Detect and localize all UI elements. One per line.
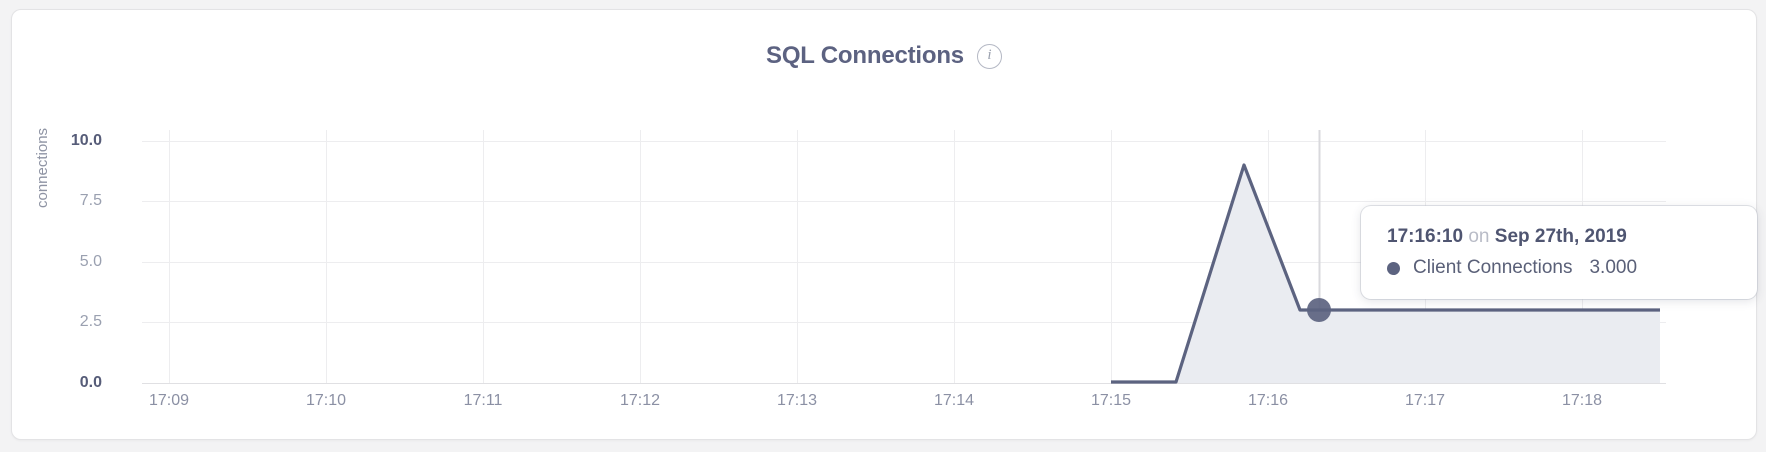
y-axis-tick-0: 0.0 <box>79 374 102 391</box>
series-line-client-connections <box>1111 163 1660 384</box>
info-circle-icon[interactable]: i <box>976 43 1002 69</box>
tooltip-date-value: Sep 27th, 2019 <box>1494 226 1627 247</box>
x-axis-tick-1712: 17:12 <box>619 392 661 409</box>
series-color-swatch-icon <box>1387 261 1400 275</box>
tooltip-series-value: 3.000 <box>1589 257 1638 278</box>
y-axis-tick-2-5: 2.5 <box>79 313 102 330</box>
sql-connections-chart-card: SQL Connections i connections 10.0 7.5 5… <box>11 9 1757 440</box>
page-title: SQL Connections <box>766 42 964 69</box>
x-axis-tick-1716: 17:16 <box>1247 392 1289 409</box>
chart-svg <box>142 130 1666 384</box>
series-highlight-point[interactable] <box>1307 298 1331 322</box>
x-axis-tick-1715: 17:15 <box>1090 392 1132 409</box>
x-axis-tick-1711: 17:11 <box>463 392 503 409</box>
tooltip-connector: on <box>1468 226 1490 247</box>
x-axis-tick-1713: 17:13 <box>776 392 818 409</box>
plot-area[interactable]: connections 10.0 7.5 5.0 2.5 0.0 17:09 1… <box>12 10 1756 439</box>
y-axis-tick-7-5: 7.5 <box>79 192 102 209</box>
x-axis-tick-1717: 17:17 <box>1404 392 1446 409</box>
y-axis-tick-10: 10.0 <box>70 132 102 149</box>
tooltip-series-row: Client Connections 3.000 <box>1387 257 1733 279</box>
tooltip-time-value: 17:16:10 <box>1387 226 1464 247</box>
series-area-fill <box>1111 165 1660 383</box>
tooltip-timestamp: 17:16:10 on Sep 27th, 2019 <box>1387 226 1733 248</box>
y-axis-tick-5: 5.0 <box>79 253 102 270</box>
x-axis-tick-1718: 17:18 <box>1561 392 1603 409</box>
x-axis-tick-1714: 17:14 <box>933 392 975 409</box>
chart-tooltip: 17:16:10 on Sep 27th, 2019 Client Connec… <box>1361 206 1757 299</box>
x-axis-tick-1710: 17:10 <box>305 392 347 409</box>
chart-header: SQL Connections i <box>12 42 1756 70</box>
x-axis-tick-1709: 17:09 <box>148 392 190 409</box>
tooltip-series-name: Client Connections <box>1413 257 1573 278</box>
